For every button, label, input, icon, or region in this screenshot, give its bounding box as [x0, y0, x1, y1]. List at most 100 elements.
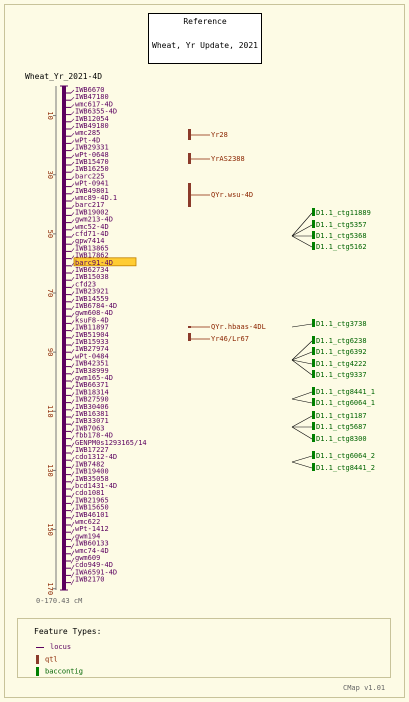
- locus-label[interactable]: wPt-4D: [75, 136, 100, 144]
- baccontig-label[interactable]: D1.1_ctg11889: [316, 209, 371, 217]
- locus-label[interactable]: cfd23: [75, 280, 96, 288]
- locus-label[interactable]: cfd71-4D: [75, 230, 109, 238]
- locus-label[interactable]: IWB18314: [75, 388, 109, 396]
- qtl-bar[interactable]: [188, 183, 191, 207]
- locus-label[interactable]: IWB17862: [75, 252, 109, 260]
- locus-label[interactable]: gwm165-4D: [75, 374, 113, 382]
- baccontig-label[interactable]: D1.1_ctg6392: [316, 348, 367, 356]
- locus-label[interactable]: IWB46101: [75, 511, 109, 519]
- locus-label[interactable]: IWB51904: [75, 331, 109, 339]
- locus-label[interactable]: barc217: [75, 201, 105, 209]
- locus-connector: [70, 421, 75, 426]
- locus-label[interactable]: IWB62734: [75, 266, 109, 274]
- locus-label[interactable]: wmc74-4D: [75, 547, 109, 555]
- locus-label[interactable]: fbb178-4D: [75, 432, 113, 440]
- qtl-label[interactable]: YrAS2388: [211, 155, 245, 163]
- chromosome-bar[interactable]: [62, 86, 66, 590]
- locus-label[interactable]: IWB17227: [75, 446, 109, 454]
- locus-label[interactable]: IWB38999: [75, 367, 109, 375]
- baccontig-label[interactable]: D1.1_ctg4222: [316, 360, 367, 368]
- locus-label[interactable]: barc91-4D: [75, 259, 113, 267]
- locus-label[interactable]: wmc617-4D: [75, 100, 113, 108]
- locus-label[interactable]: IWA6591-4D: [75, 568, 117, 576]
- locus-label[interactable]: IWB12054: [75, 115, 109, 123]
- locus-connector: [70, 262, 75, 267]
- locus-label[interactable]: IWB27974: [75, 345, 109, 353]
- locus-label[interactable]: IWB14559: [75, 295, 109, 303]
- locus-label[interactable]: IWB7482: [75, 460, 105, 468]
- baccontig-label[interactable]: D1.1_ctg6064_1: [316, 399, 375, 407]
- locus-label[interactable]: IWB27590: [75, 396, 109, 404]
- locus-label[interactable]: IWB49801: [75, 187, 109, 195]
- locus-label[interactable]: IWB6784-4D: [75, 302, 117, 310]
- baccontig-label[interactable]: D1.1_ctg5357: [316, 221, 367, 229]
- baccontig-label[interactable]: D1.1_ctg8300: [316, 435, 367, 443]
- locus-label[interactable]: wmc52-4D: [75, 223, 109, 231]
- locus-label[interactable]: IWB7063: [75, 424, 105, 432]
- locus-label[interactable]: gwm213-4D: [75, 216, 113, 224]
- baccontig-label[interactable]: D1.1_ctg5687: [316, 423, 367, 431]
- locus-label[interactable]: IWB16381: [75, 410, 109, 418]
- locus-label[interactable]: IWB23921: [75, 288, 109, 296]
- locus-label[interactable]: bcd1431-4D: [75, 482, 117, 490]
- baccontig-label[interactable]: D1.1_ctg8441_2: [316, 464, 375, 472]
- qtl-bar[interactable]: [188, 153, 191, 164]
- locus-label[interactable]: IWB15933: [75, 338, 109, 346]
- baccontig-label[interactable]: D1.1_ctg8441_1: [316, 388, 375, 396]
- locus-label[interactable]: ksuF8-4D: [75, 316, 109, 324]
- locus-label[interactable]: IWB30406: [75, 403, 109, 411]
- locus-label[interactable]: cdo1312-4D: [75, 453, 117, 461]
- locus-label[interactable]: wPt-0941: [75, 180, 109, 188]
- locus-label[interactable]: IWB29331: [75, 144, 109, 152]
- locus-label[interactable]: IWB35058: [75, 475, 109, 483]
- locus-label[interactable]: IWB15650: [75, 504, 109, 512]
- locus-label[interactable]: wmc622: [75, 518, 100, 526]
- locus-label[interactable]: IWB19002: [75, 208, 109, 216]
- locus-label[interactable]: IWB47180: [75, 93, 109, 101]
- locus-label[interactable]: gwm608-4D: [75, 309, 113, 317]
- baccontig-label[interactable]: D1.1_ctg3738: [316, 320, 367, 328]
- locus-label[interactable]: wmc89-4D.1: [75, 194, 117, 202]
- locus-label[interactable]: GENPM0s1293165/14: [75, 439, 147, 447]
- locus-label[interactable]: IWB21965: [75, 496, 109, 504]
- baccontig-label[interactable]: D1.1_ctg6238: [316, 337, 367, 345]
- qtl-bar[interactable]: [188, 326, 191, 328]
- baccontig-label[interactable]: D1.1_ctg5162: [316, 243, 367, 251]
- locus-label[interactable]: IWB19400: [75, 468, 109, 476]
- locus-label[interactable]: IWB2170: [75, 576, 105, 584]
- locus-label[interactable]: wmc285: [75, 129, 100, 137]
- baccontig-label[interactable]: D1.1_ctg6064_2: [316, 452, 375, 460]
- locus-label[interactable]: IWB6670: [75, 86, 105, 94]
- qtl-label[interactable]: QYr.hbaas-4DL: [211, 323, 266, 331]
- baccontig-label[interactable]: D1.1_ctg5368: [316, 232, 367, 240]
- qtl-label[interactable]: Yr28: [211, 131, 228, 139]
- locus-label[interactable]: wPt-0648: [75, 151, 109, 159]
- locus-label[interactable]: IWB15470: [75, 158, 109, 166]
- locus-label[interactable]: IWB15038: [75, 273, 109, 281]
- qtl-bar[interactable]: [188, 333, 191, 341]
- locus-label[interactable]: gpw7414: [75, 237, 105, 245]
- baccontig-label[interactable]: D1.1_ctg1187: [316, 412, 367, 420]
- locus-label[interactable]: IWB11897: [75, 324, 109, 332]
- map-title[interactable]: Wheat_Yr_2021-4D: [25, 72, 103, 81]
- locus-label[interactable]: IWB13865: [75, 244, 109, 252]
- locus-label[interactable]: barc225: [75, 172, 105, 180]
- qtl-label[interactable]: Yr46/Lr67: [211, 335, 249, 343]
- locus-label[interactable]: IWB33071: [75, 417, 109, 425]
- locus-label[interactable]: wPt-1412: [75, 525, 109, 533]
- locus-label[interactable]: IWB66371: [75, 381, 109, 389]
- locus-label[interactable]: IWB16250: [75, 165, 109, 173]
- locus-label[interactable]: gwm609: [75, 554, 100, 562]
- qtl-label[interactable]: QYr.wsu-4D: [211, 191, 253, 199]
- locus-label[interactable]: cdo1081: [75, 489, 105, 497]
- locus-label[interactable]: IWB42351: [75, 360, 109, 368]
- locus-label[interactable]: IWB60133: [75, 540, 109, 548]
- scale-tick-label: 70: [46, 289, 54, 297]
- locus-label[interactable]: IWB49180: [75, 122, 109, 130]
- locus-label[interactable]: cdo949-4D: [75, 561, 113, 569]
- baccontig-label[interactable]: D1.1_ctg9337: [316, 371, 367, 379]
- qtl-bar[interactable]: [188, 129, 191, 140]
- locus-label[interactable]: wPt-0484: [75, 352, 109, 360]
- locus-label[interactable]: IWB6355-4D: [75, 108, 117, 116]
- locus-label[interactable]: gwm194: [75, 532, 100, 540]
